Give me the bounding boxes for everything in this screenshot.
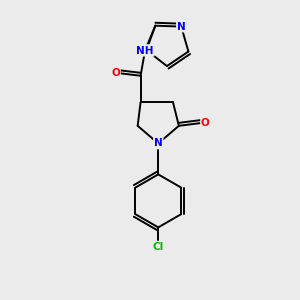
Text: S: S (143, 45, 150, 55)
Text: O: O (111, 68, 120, 78)
Text: NH: NH (136, 46, 154, 56)
Text: O: O (201, 118, 210, 128)
Text: N: N (154, 139, 163, 148)
Text: N: N (177, 22, 186, 32)
Text: Cl: Cl (153, 242, 164, 251)
